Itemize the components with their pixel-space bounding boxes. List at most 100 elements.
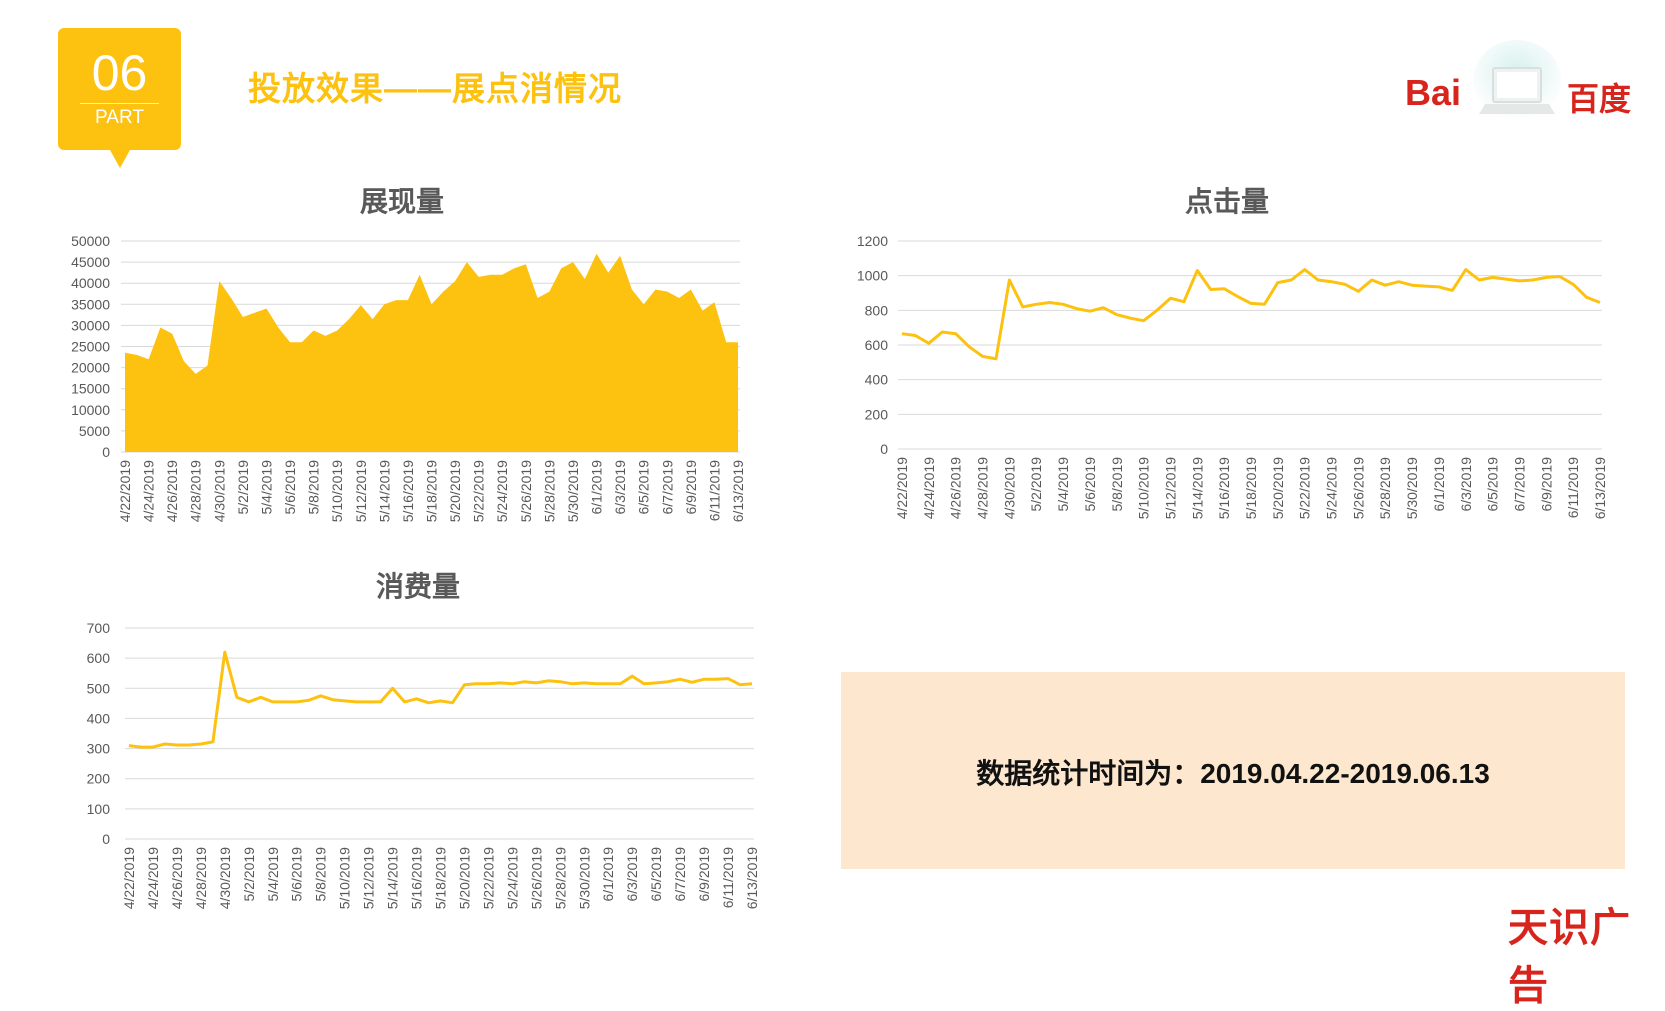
badge-label: PART xyxy=(95,107,144,128)
impressions-x-tick-label: 5/14/2019 xyxy=(376,460,392,522)
impressions-chart: 0 5000 10000 15000 20000 25000 30000 35000 40000… xyxy=(71,233,746,522)
spend-x-tick-label: 5/12/2019 xyxy=(361,847,377,909)
clicks-x-tick-label: 5/4/2019 xyxy=(1055,457,1071,512)
spend-x-tick-label: 6/3/2019 xyxy=(624,847,640,902)
clicks-x-tick-label: 4/26/2019 xyxy=(948,457,964,519)
spend-x-tick-label: 5/8/2019 xyxy=(313,847,329,902)
clicks-y-tick-label: 1000 xyxy=(857,268,888,284)
clicks-x-tick-label: 5/18/2019 xyxy=(1243,457,1259,519)
impressions-x-tick-label: 5/24/2019 xyxy=(494,460,510,522)
spend-x-tick-label: 5/24/2019 xyxy=(504,847,520,909)
clicks-y-tick-label: 1200 xyxy=(857,233,888,249)
page-title: 投放效果——展点消情况 xyxy=(248,70,622,107)
impressions-x-tick-label: 5/8/2019 xyxy=(306,460,322,515)
clicks-x-tick-label: 5/14/2019 xyxy=(1189,457,1205,519)
clicks-x-tick-label: 5/2/2019 xyxy=(1028,457,1044,512)
clicks-line-series xyxy=(901,268,1601,361)
impressions-x-tick-label: 6/3/2019 xyxy=(612,460,628,515)
impressions-x-tick-label: 5/4/2019 xyxy=(258,460,274,515)
clicks-y-tick-label: 200 xyxy=(865,406,889,422)
impressions-x-tick-label: 5/28/2019 xyxy=(541,460,557,522)
spend-x-tick-label: 6/9/2019 xyxy=(696,847,712,902)
badge-divider xyxy=(80,103,159,104)
badge-number: 06 xyxy=(91,45,148,101)
clicks-chart: 0 200 400 600 800 1000 1200 4/22/2019 4/24/2019 4… xyxy=(857,233,1608,519)
impressions-x-tick-label: 6/7/2019 xyxy=(659,460,675,515)
spend-y-tick-label: 300 xyxy=(87,741,111,757)
spend-y-tick-label: 700 xyxy=(87,620,111,636)
impressions-x-tick-label: 5/12/2019 xyxy=(353,460,369,522)
clicks-x-tick-label: 6/3/2019 xyxy=(1458,457,1474,512)
impressions-x-tick-label: 4/30/2019 xyxy=(211,460,227,522)
spend-x-tick-label: 6/11/2019 xyxy=(720,847,736,908)
clicks-x-tick-label: 5/30/2019 xyxy=(1404,457,1420,519)
impressions-y-tick-label: 40000 xyxy=(71,275,110,291)
spend-x-tick-label: 5/10/2019 xyxy=(337,847,353,909)
clicks-y-tick-label: 800 xyxy=(865,302,889,318)
date-range-text: 数据统计时间为：2019.04.22-2019.06.13 xyxy=(976,758,1490,789)
impressions-y-tick-label: 45000 xyxy=(71,254,110,270)
clicks-x-tick-label: 5/16/2019 xyxy=(1216,457,1232,519)
part-badge: 06 PART xyxy=(58,28,181,168)
clicks-x-tick-label: 6/1/2019 xyxy=(1431,457,1447,512)
clicks-x-tick-label: 6/7/2019 xyxy=(1511,457,1527,512)
impressions-x-tick-label: 5/18/2019 xyxy=(424,460,440,522)
clicks-x-tick-label: 5/6/2019 xyxy=(1082,457,1098,512)
impressions-chart-title: 展现量 xyxy=(360,186,445,217)
spend-y-tick-label: 600 xyxy=(87,650,111,666)
spend-x-tick-label: 4/26/2019 xyxy=(169,847,185,909)
clicks-x-tick-label: 6/5/2019 xyxy=(1485,457,1501,512)
logo-left-text: Bai xyxy=(1405,72,1462,113)
spend-x-tick-label: 5/2/2019 xyxy=(241,847,257,902)
impressions-x-tick-label: 4/24/2019 xyxy=(141,460,157,522)
date-range-box: 数据统计时间为：2019.04.22-2019.06.13 xyxy=(841,672,1625,869)
charts-canvas: 0500010000150002000025000300003500040000… xyxy=(71,233,1608,909)
logo-right-text: 百度 xyxy=(1567,81,1632,117)
spend-x-tick-label: 5/20/2019 xyxy=(456,847,472,909)
clicks-x-tick-label: 4/30/2019 xyxy=(1001,457,1017,519)
spend-x-tick-label: 5/4/2019 xyxy=(265,847,281,902)
spend-y-tick-label: 400 xyxy=(87,710,111,726)
clicks-chart-title: 点击量 xyxy=(1185,186,1270,217)
impressions-y-tick-label: 50000 xyxy=(71,233,110,249)
impressions-y-tick-label: 5000 xyxy=(79,423,110,439)
spend-x-tick-label: 6/5/2019 xyxy=(648,847,664,902)
impressions-x-tick-label: 5/16/2019 xyxy=(400,460,416,522)
impressions-y-tick-label: 15000 xyxy=(71,381,110,397)
spend-x-tick-label: 4/30/2019 xyxy=(217,847,233,909)
impressions-x-tick-label: 6/1/2019 xyxy=(589,460,605,515)
clicks-y-tick-label: 0 xyxy=(880,441,888,457)
impressions-x-tick-label: 5/20/2019 xyxy=(447,460,463,522)
watermark-logo: 天识广告 xyxy=(1508,906,1631,1008)
impressions-x-tick-label: 5/2/2019 xyxy=(235,460,251,515)
clicks-x-tick-label: 5/20/2019 xyxy=(1270,457,1286,519)
spend-y-tick-label: 0 xyxy=(102,831,110,847)
clicks-y-tick-label: 600 xyxy=(865,337,889,353)
spend-x-tick-label: 4/24/2019 xyxy=(145,847,161,909)
spend-x-tick-label: 4/22/2019 xyxy=(121,847,137,909)
impressions-x-tick-label: 4/28/2019 xyxy=(188,460,204,522)
impressions-x-tick-label: 6/5/2019 xyxy=(636,460,652,515)
impressions-x-tick-label: 5/6/2019 xyxy=(282,460,298,515)
clicks-x-tick-label: 5/24/2019 xyxy=(1324,457,1340,519)
laptop-icon xyxy=(1473,40,1561,120)
impressions-y-tick-label: 30000 xyxy=(71,317,110,333)
spend-x-tick-label: 5/30/2019 xyxy=(576,847,592,909)
spend-x-tick-label: 5/6/2019 xyxy=(289,847,305,902)
impressions-x-tick-label: 4/22/2019 xyxy=(117,460,133,522)
clicks-x-tick-label: 5/26/2019 xyxy=(1350,457,1366,519)
spend-chart-title: 消费量 xyxy=(376,571,461,602)
impressions-y-tick-label: 20000 xyxy=(71,360,110,376)
spend-y-tick-label: 200 xyxy=(87,771,111,787)
impressions-x-tick-label: 5/30/2019 xyxy=(565,460,581,522)
clicks-x-tick-label: 6/11/2019 xyxy=(1565,457,1581,518)
clicks-x-tick-label: 5/22/2019 xyxy=(1297,457,1313,519)
impressions-y-tick-label: 35000 xyxy=(71,296,110,312)
impressions-y-tick-label: 25000 xyxy=(71,339,110,355)
spend-x-tick-label: 5/22/2019 xyxy=(480,847,496,909)
spend-line-series xyxy=(128,650,753,749)
spend-x-tick-label: 6/7/2019 xyxy=(672,847,688,902)
clicks-y-tick-label: 400 xyxy=(865,372,889,388)
impressions-y-tick-label: 0 xyxy=(102,444,110,460)
spend-y-tick-label: 500 xyxy=(87,680,111,696)
